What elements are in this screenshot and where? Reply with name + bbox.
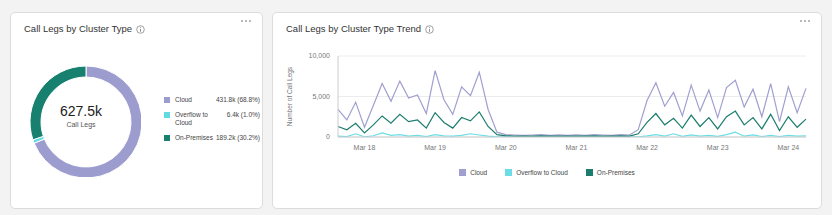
html-text:431.8k (68.8%): 431.8k (68.8%) <box>215 96 260 103</box>
html-text:Cloud: Cloud <box>470 169 488 176</box>
svg-text:0: 0 <box>326 133 330 140</box>
html-text:627.5k: 627.5k <box>60 103 102 119</box>
html-text:6.4k (1.0%): 6.4k (1.0%) <box>226 111 260 118</box>
svg-text:Mar 22: Mar 22 <box>636 144 658 151</box>
html-text:On-Premises 189.2k (30.2%): On-Premises 189.2k (30.2%) <box>175 134 260 141</box>
html-text:Call Legs by Cluster Type: Call Legs by Cluster Type <box>24 23 133 34</box>
html-text:Overflow to Cloud: Overflow to Cloud <box>175 111 208 126</box>
html-text:On-Premises: On-Premises <box>596 169 635 176</box>
svg-text:Mar 21: Mar 21 <box>566 144 588 151</box>
svg-text:Mar 20: Mar 20 <box>495 144 517 151</box>
svg-text:Mar 18: Mar 18 <box>354 144 376 151</box>
svg-text:Mar 23: Mar 23 <box>707 144 729 151</box>
svg-text:Number of Call Legs: Number of Call Legs <box>286 66 294 126</box>
html-text:Overflow to Cloud: Overflow to Cloud <box>516 169 568 176</box>
html-text:Call Legs by Cluster Type Tren: Call Legs by Cluster Type Trend <box>286 23 421 34</box>
svg-text:Mar 24: Mar 24 <box>777 144 799 151</box>
html-text:Cloud: Cloud <box>175 96 192 103</box>
svg-text:Mar 19: Mar 19 <box>424 144 446 151</box>
svg-text:10,000: 10,000 <box>309 52 331 59</box>
svg-text:5,000: 5,000 <box>312 93 330 100</box>
html-text:Call Legs: Call Legs <box>66 121 96 128</box>
